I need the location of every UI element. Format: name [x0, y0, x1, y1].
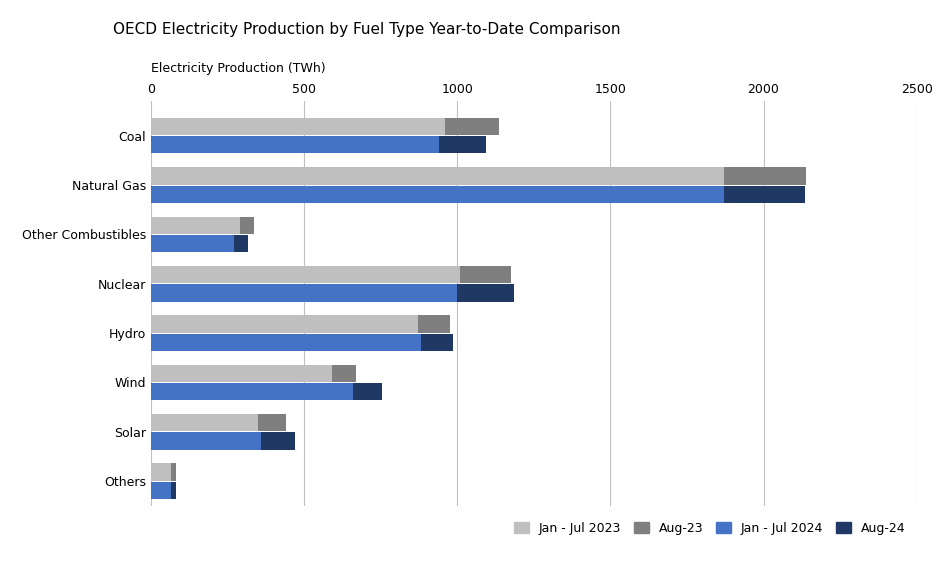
- Text: OECD Electricity Production by Fuel Type Year-to-Date Comparison: OECD Electricity Production by Fuel Type…: [113, 22, 620, 38]
- Bar: [331, 365, 356, 382]
- Bar: [151, 482, 171, 499]
- Bar: [439, 136, 486, 153]
- Bar: [151, 266, 460, 283]
- Bar: [261, 432, 295, 450]
- Bar: [151, 136, 439, 153]
- Bar: [151, 167, 723, 184]
- Bar: [151, 383, 353, 400]
- X-axis label: Electricity Production (TWh): Electricity Production (TWh): [151, 62, 326, 75]
- Bar: [457, 284, 514, 301]
- Bar: [151, 463, 171, 481]
- Bar: [258, 414, 286, 431]
- Bar: [460, 266, 511, 283]
- Bar: [151, 334, 420, 351]
- Bar: [233, 235, 247, 252]
- Bar: [417, 315, 449, 333]
- Bar: [723, 185, 804, 203]
- Legend: Jan - Jul 2023, Aug-23, Jan - Jul 2024, Aug-24: Jan - Jul 2023, Aug-23, Jan - Jul 2024, …: [509, 517, 909, 540]
- Bar: [151, 315, 417, 333]
- Bar: [445, 118, 498, 135]
- Bar: [151, 284, 457, 301]
- Bar: [723, 167, 805, 184]
- Bar: [151, 235, 233, 252]
- Bar: [151, 365, 331, 382]
- Bar: [151, 118, 445, 135]
- Bar: [240, 216, 254, 234]
- Bar: [151, 216, 240, 234]
- Bar: [353, 383, 382, 400]
- Bar: [420, 334, 452, 351]
- Bar: [151, 414, 258, 431]
- Bar: [171, 463, 176, 481]
- Bar: [151, 185, 723, 203]
- Bar: [151, 432, 261, 450]
- Bar: [171, 482, 176, 499]
